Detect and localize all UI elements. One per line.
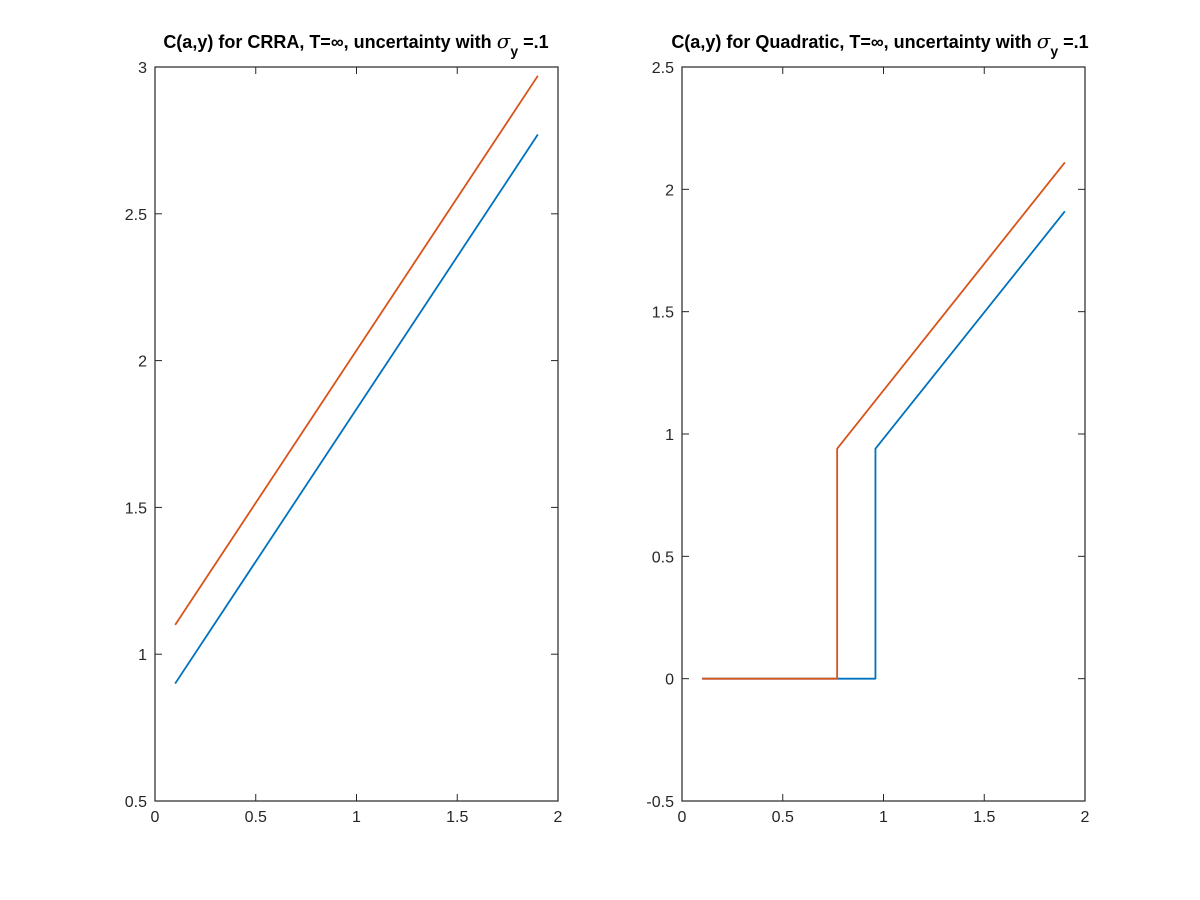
chart-title-quadratic: C(a,y) for Quadratic, T=∞, uncertainty w…	[671, 29, 1088, 59]
chart-title-quadratic-sigma: σ	[1037, 29, 1052, 53]
series-line-quadratic-2	[702, 161, 1066, 680]
subplot-quadratic: 0 0.5 1 1.5 2-0.500.511.522.5 C(a,y) for Qua…	[646, 29, 1089, 826]
y-tick-label-crra: 3	[138, 60, 147, 77]
x-tick-label-crra: 1	[352, 809, 361, 826]
y-tick-label-quadratic: 1	[665, 427, 674, 444]
plot-area-quadratic	[681, 66, 1086, 802]
chart-title-quadratic-text: C(a,y) for Quadratic, T=∞, uncertainty w…	[671, 32, 1036, 52]
x-tick-label-crra: 0.5	[245, 809, 267, 826]
y-tick-label-quadratic: -0.5	[646, 794, 674, 811]
x-tick-label-quadratic: 1.5	[973, 809, 995, 826]
y-tick-label-crra: 0.5	[125, 794, 147, 811]
x-tick-label-crra: 1.5	[446, 809, 468, 826]
y-tick-label-crra: 2.5	[125, 207, 147, 224]
chart-title-crra-subscript: y	[510, 43, 518, 59]
y-tick-label-crra: 1	[138, 647, 147, 664]
tick-labels-crra: 0 0.5 1 1.5 20.511.522.53	[125, 60, 563, 826]
chart-title-quadratic-suffix: =.1	[1058, 32, 1089, 52]
subplot-crra: 0 0.5 1 1.5 20.511.522.53 C(a,y) for CRRA, T…	[125, 29, 563, 826]
plot-area-crra	[154, 66, 559, 802]
y-tick-label-quadratic: 1.5	[652, 305, 674, 322]
y-tick-label-crra: 2	[138, 354, 147, 371]
series-line-crra-1	[174, 134, 539, 685]
y-tick-label-quadratic: 2	[665, 182, 674, 199]
x-tick-label-quadratic: 2	[1081, 809, 1090, 826]
ticks-crra	[154, 66, 559, 802]
ticks-quadratic	[681, 66, 1086, 802]
series-crra	[174, 75, 539, 685]
x-tick-label-quadratic: 0.5	[772, 809, 794, 826]
x-tick-label-crra: 0	[151, 809, 160, 826]
y-tick-label-quadratic: 2.5	[652, 60, 674, 77]
series-line-crra-2	[174, 75, 539, 626]
chart-title-crra: C(a,y) for CRRA, T=∞, uncertainty with σ…	[163, 29, 548, 59]
chart-title-quadratic-subscript: y	[1050, 43, 1058, 59]
x-tick-label-quadratic: 0	[678, 809, 687, 826]
series-quadratic	[702, 161, 1066, 680]
chart-title-crra-text: C(a,y) for CRRA, T=∞, uncertainty with	[163, 32, 496, 52]
x-tick-label-crra: 2	[554, 809, 563, 826]
x-tick-label-quadratic: 1	[879, 809, 888, 826]
y-tick-label-crra: 1.5	[125, 500, 147, 517]
y-tick-label-quadratic: 0.5	[652, 549, 674, 566]
y-tick-label-quadratic: 0	[665, 672, 674, 689]
tick-labels-quadratic: 0 0.5 1 1.5 2-0.500.511.522.5	[646, 60, 1089, 826]
chart-title-crra-suffix: =.1	[518, 32, 549, 52]
chart-title-crra-sigma: σ	[497, 29, 512, 53]
